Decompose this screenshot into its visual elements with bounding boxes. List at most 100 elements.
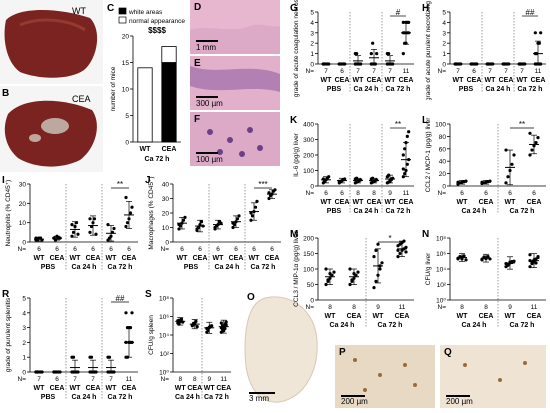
- x-label: CEA: [527, 313, 542, 320]
- data-point: [219, 221, 223, 225]
- data-point: [250, 214, 255, 218]
- significance-label: ##: [526, 8, 535, 17]
- panel-q: Q 200 µm: [440, 345, 546, 408]
- x-label: CEA: [347, 313, 362, 320]
- group-label: PBS: [327, 86, 342, 93]
- y-tick-label: 3: [310, 30, 314, 37]
- n-label: 6: [340, 190, 344, 197]
- histology-f-image: [207, 127, 263, 157]
- data-point: [324, 267, 328, 271]
- y-tick-label: 10: [162, 225, 170, 232]
- panel-a: A WT: [0, 0, 103, 84]
- n-label: 7: [91, 376, 95, 383]
- y-tick-label: 0: [310, 184, 314, 191]
- scale-label-q: 200 µm: [446, 397, 473, 406]
- n-prefix: N=: [306, 68, 315, 75]
- data-point: [267, 191, 271, 195]
- y-tick-label: 10⁴: [159, 333, 169, 340]
- y-tick-label: 30: [19, 182, 27, 189]
- x-label: CEA: [50, 385, 65, 392]
- chart-h: H 0 1 2 3 4 5 grade of acute purulent necrotizi…: [420, 0, 550, 101]
- data-point: [355, 52, 359, 56]
- y-tick-label: 50: [307, 282, 315, 289]
- x-label: CEA: [367, 77, 382, 84]
- data-point: [537, 41, 541, 45]
- data-point: [124, 224, 128, 229]
- x-label: CEA: [335, 77, 350, 84]
- group-label: Ca 24 h: [72, 394, 97, 401]
- scale-bar-e: [196, 96, 218, 98]
- n-label: 11: [531, 304, 538, 311]
- group-label: Ca 72 h: [108, 394, 133, 401]
- x-label: CEA: [86, 255, 101, 262]
- data-point: [88, 217, 92, 221]
- data-point: [512, 153, 516, 157]
- n-label: 8: [193, 376, 197, 383]
- x-label: CEA: [86, 385, 101, 392]
- group-label: Ca 24 h: [72, 264, 97, 271]
- data-point: [404, 245, 408, 249]
- legend-swatch: [118, 7, 127, 15]
- data-point: [224, 323, 228, 327]
- y-tick-label: 200: [303, 236, 314, 243]
- y-tick-label: 80: [439, 134, 447, 141]
- panel-label-f: F: [194, 114, 201, 125]
- group-label: Ca 24 h: [462, 322, 487, 329]
- y-tick-label: 10⁶: [436, 251, 446, 258]
- n-label: 8: [372, 190, 376, 197]
- x-label: CEA: [531, 77, 546, 84]
- group-label: Ca 24 h: [175, 394, 200, 401]
- bar-segment: [161, 62, 177, 143]
- bar-segment: [161, 46, 177, 63]
- data-point: [396, 248, 400, 252]
- x-label: WT: [213, 255, 225, 262]
- histology-p: [335, 345, 435, 408]
- x-label: WT: [175, 385, 187, 392]
- panel-label-k: K: [290, 115, 298, 126]
- x-label: CEA: [479, 199, 494, 206]
- x-label: WT: [321, 199, 333, 206]
- x-label: CEA: [367, 199, 382, 206]
- data-point: [405, 162, 409, 166]
- n-label: 6: [127, 246, 131, 253]
- x-label: CEA: [479, 313, 494, 320]
- liver-cea-image: [4, 100, 97, 167]
- n-label: 6: [484, 190, 488, 197]
- photo-tag-cea: CEA: [72, 94, 91, 104]
- x-label: CEA: [50, 255, 65, 262]
- data-point: [374, 279, 378, 283]
- legend-label: white areas: [128, 9, 163, 16]
- x-label: CEA: [467, 77, 482, 84]
- group-label: Ca 72 h: [386, 208, 411, 215]
- y-tick-label: 20: [19, 201, 27, 208]
- y-tick-label: 10⁶: [159, 314, 169, 321]
- data-point: [181, 218, 186, 222]
- data-point: [76, 232, 80, 236]
- histology-q-image: [463, 361, 527, 382]
- data-point: [376, 242, 380, 246]
- histology-p-image: [353, 358, 417, 392]
- x-label: WT: [385, 77, 397, 84]
- x-label: WT: [373, 313, 385, 320]
- n-label: 6: [252, 246, 256, 253]
- group-label: Ca 72 h: [145, 156, 170, 163]
- n-label: 8: [484, 304, 488, 311]
- n-label: 6: [340, 68, 344, 75]
- panel-label-h: H: [422, 3, 429, 14]
- scale-bar-d: [196, 40, 218, 42]
- data-point: [396, 255, 400, 259]
- liver-photo-wt: [0, 0, 103, 84]
- y-tick-label: 0: [22, 240, 26, 247]
- panel-label-o: O: [247, 292, 255, 303]
- n-label: 6: [216, 246, 220, 253]
- x-label: CEA: [527, 199, 542, 206]
- y-tick-label: 400: [303, 122, 314, 129]
- n-label: 7: [372, 68, 376, 75]
- y-axis-label: IL-6 (pg/g) liver: [293, 132, 300, 177]
- n-label: 6: [37, 246, 41, 253]
- y-tick-label: 2: [22, 340, 26, 347]
- data-point: [206, 328, 210, 333]
- n-prefix: N=: [306, 304, 315, 311]
- x-label: WT: [505, 199, 517, 206]
- data-point: [387, 52, 391, 56]
